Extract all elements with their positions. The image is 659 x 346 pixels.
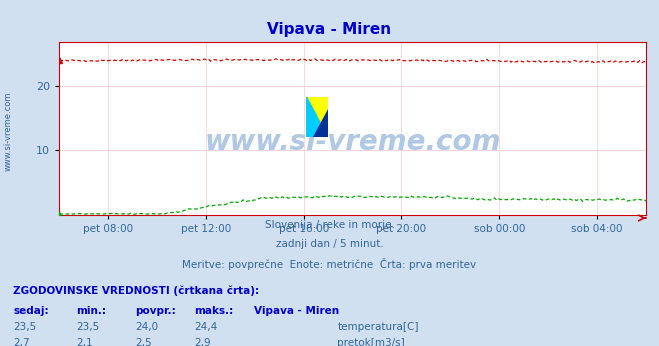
Text: 24,0: 24,0: [135, 322, 158, 332]
Text: Slovenija / reke in morje.: Slovenija / reke in morje.: [264, 220, 395, 230]
Text: min.:: min.:: [76, 306, 106, 316]
Text: povpr.:: povpr.:: [135, 306, 176, 316]
Polygon shape: [306, 97, 328, 137]
Text: 2,1: 2,1: [76, 338, 92, 346]
Text: Vipava - Miren: Vipava - Miren: [268, 22, 391, 37]
Text: 24,4: 24,4: [194, 322, 217, 332]
Polygon shape: [313, 109, 328, 137]
Text: zadnji dan / 5 minut.: zadnji dan / 5 minut.: [275, 239, 384, 249]
Text: maks.:: maks.:: [194, 306, 234, 316]
Text: www.si-vreme.com: www.si-vreme.com: [204, 128, 501, 156]
Polygon shape: [306, 97, 328, 137]
Text: 2,9: 2,9: [194, 338, 211, 346]
Text: 2,5: 2,5: [135, 338, 152, 346]
Text: 23,5: 23,5: [76, 322, 99, 332]
Text: Meritve: povprečne  Enote: metrične  Črta: prva meritev: Meritve: povprečne Enote: metrične Črta:…: [183, 258, 476, 270]
Text: 23,5: 23,5: [13, 322, 36, 332]
Text: temperatura[C]: temperatura[C]: [337, 322, 419, 332]
Text: www.si-vreme.com: www.si-vreme.com: [3, 92, 13, 171]
Text: Vipava - Miren: Vipava - Miren: [254, 306, 339, 316]
Text: sedaj:: sedaj:: [13, 306, 49, 316]
Text: 2,7: 2,7: [13, 338, 30, 346]
Text: pretok[m3/s]: pretok[m3/s]: [337, 338, 405, 346]
Text: ZGODOVINSKE VREDNOSTI (črtkana črta):: ZGODOVINSKE VREDNOSTI (črtkana črta):: [13, 285, 259, 296]
